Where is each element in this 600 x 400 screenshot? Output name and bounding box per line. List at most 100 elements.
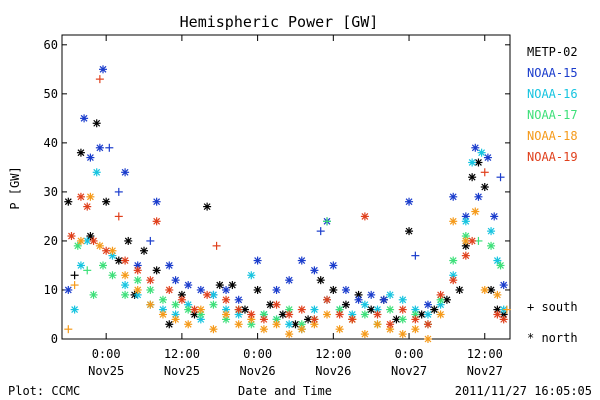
north-point [86,192,95,201]
north-point [386,320,395,329]
marker-stroke [203,291,211,299]
north-point [102,197,111,206]
y-tick-label: 20 [44,234,58,248]
marker-stroke [285,311,293,318]
marker-stroke [153,217,161,225]
marker-stroke [361,212,369,220]
marker-stroke [424,320,432,328]
x-tick-label-time: 0:00 [243,347,272,361]
marker-stroke [399,330,407,338]
north-point [360,310,369,319]
north-point [449,256,458,265]
chart-title: Hemispheric Power [GW] [180,13,379,31]
marker-stroke [102,198,110,206]
marker-stroke [329,286,337,294]
north-point [99,65,108,74]
marker-stroke [102,247,110,255]
north-point [196,285,205,294]
north-point [272,300,281,309]
north-point [121,168,130,177]
south-point [146,236,155,245]
series-legend: METP-02 NOAA-15 NOAA-16 NOAA-17 NOAA-18 NOAA-… [527,45,578,164]
marker-stroke [184,281,192,289]
marker-stroke [411,315,419,323]
north-point [177,295,186,304]
north-point [76,148,85,157]
marker-stroke [399,315,407,323]
marker-stroke [475,193,482,201]
north-point [83,202,92,211]
marker-stroke [146,301,154,309]
north-point [430,305,439,314]
north-point [222,310,231,319]
marker-stroke [493,311,501,318]
north-point [297,325,306,334]
marker-stroke [235,296,243,304]
marker-stroke [468,173,476,181]
marker-stroke [497,262,504,269]
marker-stroke [323,296,331,304]
north-point [285,330,294,339]
north-point [184,320,193,329]
marker-stroke [487,286,495,294]
marker-stroke [493,257,501,264]
north-point [158,305,167,314]
marker-stroke [462,242,470,250]
north-point [209,290,218,299]
marker-stroke [210,325,217,333]
north-point [196,315,205,324]
marker-stroke [86,154,94,162]
marker-stroke [178,291,186,299]
north-point [461,251,470,260]
marker-stroke [254,257,262,264]
north-point [474,192,483,201]
marker-stroke [146,276,154,284]
north-point [64,285,73,294]
marker-stroke [165,286,173,294]
marker-stroke [310,306,318,314]
north-point [483,153,492,162]
north-point [493,290,502,299]
marker-stroke [484,154,492,162]
marker-stroke [298,306,306,314]
north-point [398,315,407,324]
marker-stroke [487,227,495,235]
north-point [165,320,174,329]
data-points [64,65,511,343]
north-point [354,295,363,304]
marker-stroke [430,306,438,314]
marker-stroke [191,311,198,318]
north-point [297,256,306,265]
north-point [177,290,186,299]
marker-stroke [121,281,129,289]
marker-stroke [266,301,274,309]
north-point [360,212,369,221]
north-point [121,281,130,290]
north-point [398,305,407,314]
marker-stroke [165,320,173,328]
south-point [70,271,79,280]
marker-stroke [348,315,356,323]
marker-stroke [121,291,129,299]
marker-stroke [77,149,85,157]
marker-stroke [405,198,413,206]
north-point [386,325,395,334]
marker-stroke [99,65,107,73]
north-point [121,271,130,280]
marker-stroke [456,286,463,294]
north-point [323,295,332,304]
marker-stroke [222,296,230,304]
north-point [108,246,117,255]
x-tick-label-time: 12:00 [467,347,503,361]
north-point [480,183,489,191]
north-point [114,256,123,265]
plot-credit: Plot: CCMC [8,384,80,398]
marker-stroke [481,183,489,191]
north-point [95,143,104,152]
marker-stroke [285,306,293,314]
x-tick-label-time: 12:00 [315,347,351,361]
north-point [89,290,98,299]
marker-stroke [260,325,268,333]
x-tick-label-date: Nov25 [164,364,200,378]
north-point [468,236,477,245]
